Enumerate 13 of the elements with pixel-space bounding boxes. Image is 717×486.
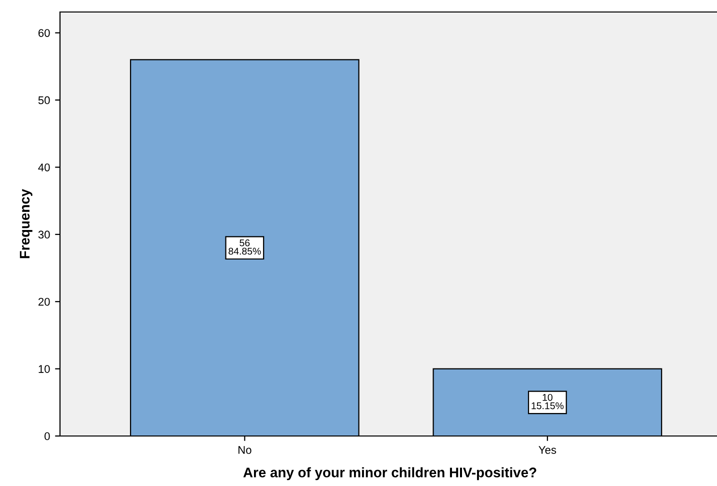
x-tick-label: Yes	[538, 446, 556, 454]
y-tick-label: 30	[38, 230, 50, 239]
y-tick-label: 60	[38, 29, 50, 37]
data-label: 10 15.15%	[532, 394, 564, 410]
y-tick-label: 40	[38, 163, 50, 172]
x-axis-title: Are any of your minor children HIV-positive?	[243, 467, 536, 480]
y-tick-label: 0	[44, 432, 50, 440]
x-tick-label: No	[238, 446, 252, 454]
data-label: 56 84.85%	[228, 239, 261, 255]
y-axis-title: Frequency	[20, 188, 32, 258]
y-tick-label: 10	[38, 365, 50, 373]
y-tick-label: 20	[38, 298, 50, 306]
y-tick-label: 50	[38, 96, 50, 104]
